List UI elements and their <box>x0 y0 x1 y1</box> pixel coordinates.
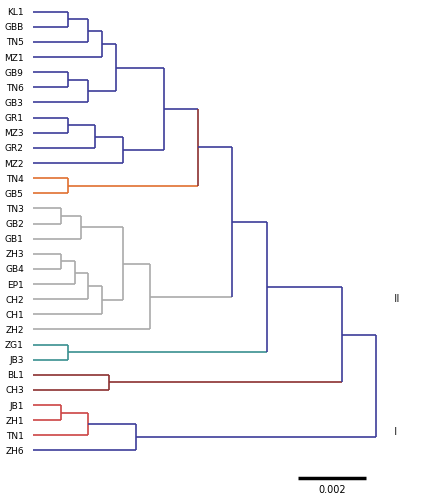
Text: I: I <box>394 428 397 438</box>
Text: 0.002: 0.002 <box>318 485 346 495</box>
Text: II: II <box>394 294 400 304</box>
